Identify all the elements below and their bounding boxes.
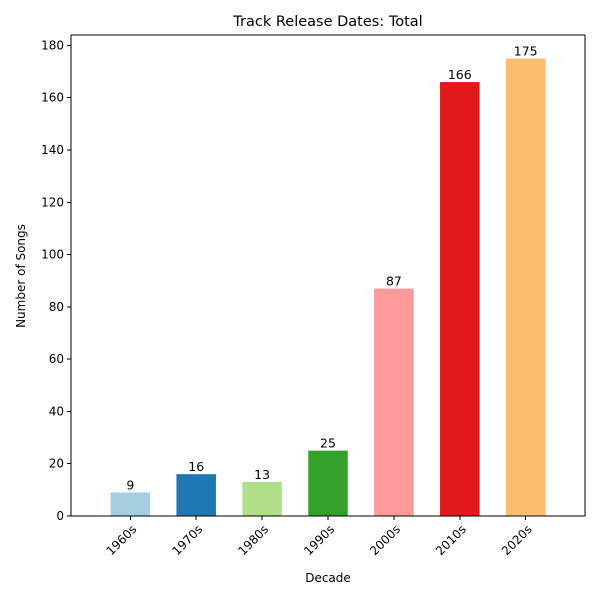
bar-1960s — [110, 492, 151, 516]
y-tick-label-60: 60 — [49, 352, 64, 366]
y-tick-label-80: 80 — [49, 300, 64, 314]
x-tick-label-2000s: 2000s — [367, 522, 403, 558]
y-tick-label-40: 40 — [49, 404, 64, 418]
y-axis: 0 20 40 60 80 100 120 140 160 180 — [41, 38, 71, 523]
y-tick-label-100: 100 — [41, 248, 64, 262]
x-tick-label-1990s: 1990s — [301, 522, 337, 558]
bar-2000s — [374, 288, 414, 516]
bar-1990s — [308, 450, 348, 516]
data-label-1990s: 25 — [320, 436, 336, 451]
data-label-2020s: 175 — [514, 44, 538, 59]
x-tick-label-1970s: 1970s — [169, 522, 205, 558]
bar-2010s — [440, 82, 480, 516]
y-axis-label: Number of Songs — [14, 224, 28, 328]
plot-frame — [70, 34, 586, 517]
data-labels-layer: 9 16 13 25 87 166 175 — [126, 44, 537, 493]
bar-1980s — [242, 482, 282, 516]
y-tick-label-20: 20 — [49, 457, 64, 471]
data-label-2010s: 166 — [448, 67, 472, 82]
x-tick-label-1960s: 1960s — [104, 522, 140, 558]
data-label-1980s: 13 — [254, 467, 270, 482]
x-axis: 1960s 1970s 1980s 1990s 2000s 2010s 2020s — [104, 516, 535, 558]
x-tick-label-2020s: 2020s — [499, 522, 535, 558]
x-tick-label-1980s: 1980s — [235, 522, 271, 558]
data-label-1960s: 9 — [126, 477, 134, 492]
y-tick-label-140: 140 — [41, 143, 64, 157]
bars-layer — [110, 58, 546, 517]
axes-frame — [70, 34, 586, 517]
data-label-2000s: 87 — [386, 274, 402, 289]
y-tick-label-120: 120 — [41, 195, 64, 209]
chart-title: Track Release Dates: Total — [232, 14, 422, 30]
data-label-1970s: 16 — [188, 459, 204, 474]
x-tick-label-2010s: 2010s — [433, 522, 469, 558]
y-tick-label-180: 180 — [41, 38, 64, 52]
bar-2020s — [505, 58, 546, 517]
x-axis-label: Decade — [305, 571, 351, 585]
bar-1970s — [176, 474, 216, 516]
y-tick-label-0: 0 — [56, 509, 64, 523]
y-tick-label-160: 160 — [41, 91, 64, 105]
